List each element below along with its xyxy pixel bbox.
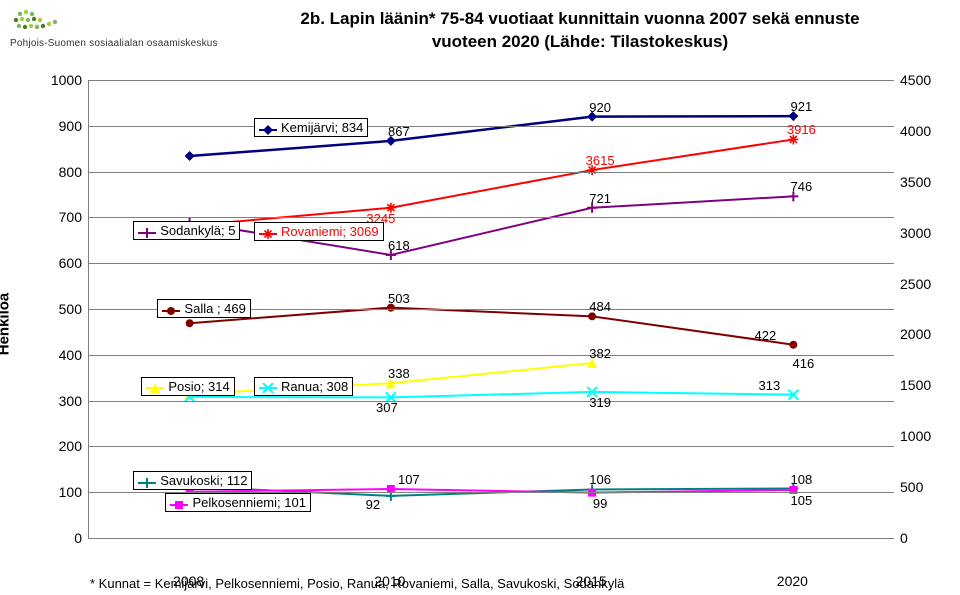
y-tick-right: 4500 (900, 72, 946, 88)
y-tick-left: 700 (40, 209, 82, 225)
data-label: 721 (589, 191, 611, 206)
logo-dots-icon (10, 8, 64, 36)
y-tick-right: 1000 (900, 428, 946, 444)
y-tick-left: 900 (40, 118, 82, 134)
gridline (89, 217, 894, 218)
data-label: 920 (589, 100, 611, 115)
data-label: 92 (366, 497, 380, 512)
data-label: 313 (759, 378, 781, 393)
data-label: 107 (398, 472, 420, 487)
y-tick-left: 300 (40, 393, 82, 409)
y-tick-left: 800 (40, 164, 82, 180)
data-label: 618 (388, 238, 410, 253)
chart: Henkilöä 8679209213245361539166187217465… (10, 80, 950, 567)
series-legend-savukoski: Savukoski; 112 (133, 471, 252, 490)
data-label: 484 (589, 299, 611, 314)
data-label: 416 (793, 356, 815, 371)
data-label: 106 (589, 472, 611, 487)
y-axis-label: Henkilöä (0, 292, 13, 355)
series-legend-posio: Posio; 314 (141, 377, 234, 396)
data-label: 867 (388, 124, 410, 139)
gridline (89, 172, 894, 173)
data-label: 921 (791, 99, 813, 114)
gridline (89, 263, 894, 264)
data-label: 105 (791, 493, 813, 508)
y-tick-right: 500 (900, 479, 946, 495)
logo: Pohjois-Suomen sosiaalialan osaamiskesku… (10, 8, 250, 49)
data-label: 746 (791, 179, 813, 194)
y-tick-left: 200 (40, 438, 82, 454)
gridline (89, 126, 894, 127)
data-label: 503 (388, 291, 410, 306)
x-tick: 2020 (762, 573, 822, 589)
data-label: 108 (791, 472, 813, 487)
y-tick-left: 100 (40, 484, 82, 500)
plot-area: 8679209213245361539166187217465034844224… (88, 80, 894, 539)
y-tick-left: 1000 (40, 72, 82, 88)
data-label: 382 (589, 346, 611, 361)
series-legend-sodankylä: Sodankylä; 5 (133, 221, 240, 240)
y-tick-left: 500 (40, 301, 82, 317)
data-label: 338 (388, 366, 410, 381)
series-legend-pelkosenniemi: Pelkosenniemi; 101 (165, 493, 310, 512)
y-tick-right: 0 (900, 530, 946, 546)
data-label: 307 (376, 400, 398, 415)
logo-caption: Pohjois-Suomen sosiaalialan osaamiskesku… (10, 38, 250, 49)
data-label: 422 (755, 328, 777, 343)
y-tick-right: 3000 (900, 225, 946, 241)
y-tick-left: 0 (40, 530, 82, 546)
gridline (89, 80, 894, 81)
gridline (89, 355, 894, 356)
chart-title-line2: vuoteen 2020 (Lähde: Tilastokeskus) (432, 32, 728, 51)
header: Pohjois-Suomen sosiaalialan osaamiskesku… (0, 0, 960, 54)
gridline (89, 446, 894, 447)
y-tick-right: 1500 (900, 377, 946, 393)
y-tick-right: 4000 (900, 123, 946, 139)
chart-title-line1: 2b. Lapin läänin* 75-84 vuotiaat kunnitt… (300, 9, 859, 28)
series-legend-kemijärvi: Kemijärvi; 834 (254, 118, 368, 137)
y-tick-right: 2500 (900, 276, 946, 292)
gridline (89, 401, 894, 402)
series-legend-salla: Salla ; 469 (157, 299, 250, 318)
data-label: 3916 (787, 122, 816, 137)
y-tick-left: 600 (40, 255, 82, 271)
data-label: 99 (593, 496, 607, 511)
y-tick-left: 400 (40, 347, 82, 363)
y-tick-right: 3500 (900, 174, 946, 190)
series-legend-rovaniemi: Rovaniemi; 3069 (254, 222, 384, 241)
footnote: * Kunnat = Kemijärvi, Pelkosenniemi, Pos… (90, 576, 624, 591)
data-label: 3615 (586, 153, 615, 168)
y-tick-right: 2000 (900, 326, 946, 342)
chart-title: 2b. Lapin läänin* 75-84 vuotiaat kunnitt… (250, 8, 950, 54)
series-legend-ranua: Ranua; 308 (254, 377, 353, 396)
data-label: 319 (589, 395, 611, 410)
